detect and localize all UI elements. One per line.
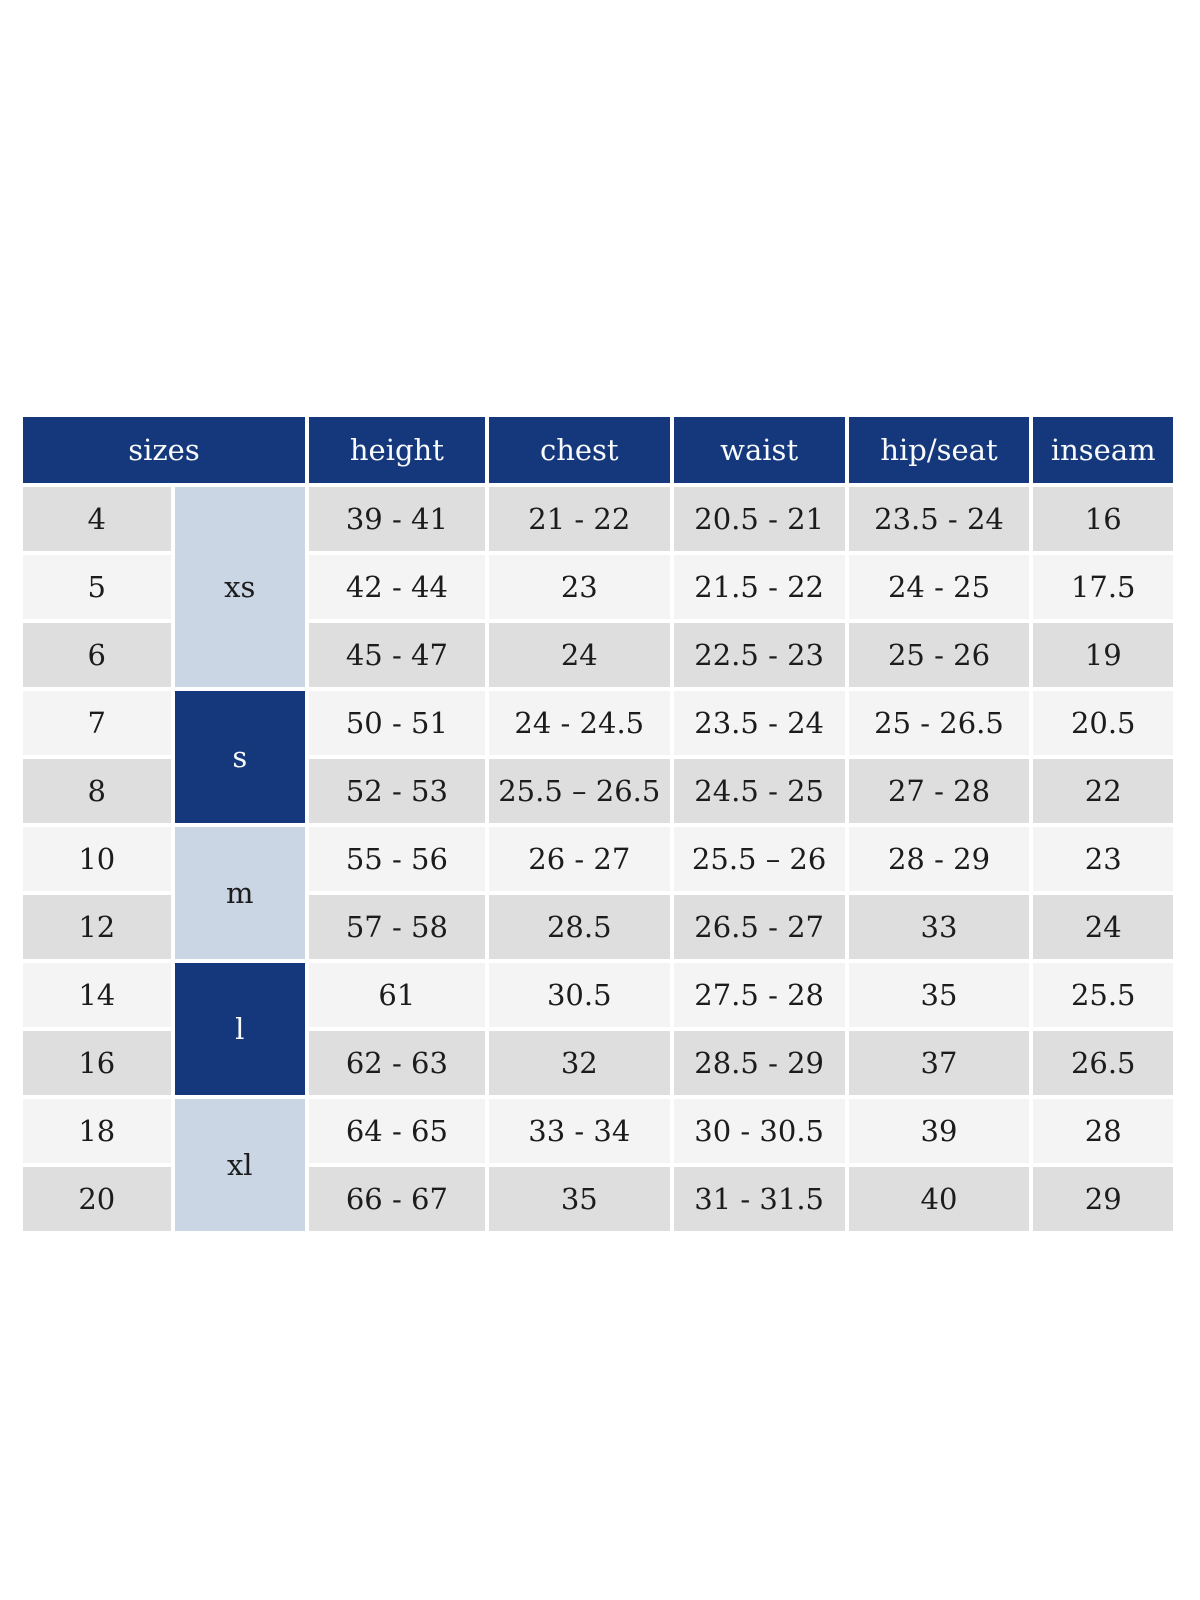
cell-hip-seat: 37 — [848, 1031, 1030, 1095]
cell-height: 45 - 47 — [308, 623, 485, 687]
cell-hip-seat: 28 - 29 — [848, 827, 1030, 891]
cell-height: 55 - 56 — [308, 827, 485, 891]
cell-chest: 32 — [488, 1031, 670, 1095]
cell-size: 8 — [23, 759, 171, 823]
cell-height: 66 - 67 — [308, 1167, 485, 1231]
cell-inseam: 22 — [1033, 759, 1173, 823]
table-row: 4 xs 39 - 41 21 - 22 20.5 - 21 23.5 - 24… — [23, 487, 1173, 687]
cell-waist: 21.5 - 22 — [673, 555, 845, 619]
cell-size: 18 — [23, 1099, 171, 1163]
cell-waist: 20.5 - 21 — [673, 487, 845, 551]
cell-chest: 25.5 – 26.5 — [488, 759, 670, 823]
table-row: 5 42 - 44 23 21.5 - 22 24 - 25 17.5 — [23, 555, 1173, 619]
column-header-sizes: sizes — [23, 417, 305, 483]
cell-size: 7 — [23, 691, 171, 755]
cell-height: 52 - 53 — [308, 759, 485, 823]
cell-size: 20 — [23, 1167, 171, 1231]
cell-inseam: 25.5 — [1033, 963, 1173, 1027]
table-row: 8 52 - 53 25.5 – 26.5 24.5 - 25 27 - 28 … — [23, 759, 1173, 823]
cell-size: 6 — [23, 623, 171, 687]
cell-inseam: 20.5 — [1033, 691, 1173, 755]
cell-chest: 21 - 22 — [488, 487, 670, 551]
header-row: sizes height chest waist hip/seat inseam — [23, 417, 1173, 483]
cell-inseam: 19 — [1033, 623, 1173, 687]
cell-size: 5 — [23, 555, 171, 619]
cell-size: 16 — [23, 1031, 171, 1095]
column-header-waist: waist — [673, 417, 845, 483]
cell-chest: 33 - 34 — [488, 1099, 670, 1163]
table-row: 14 l 61 30.5 27.5 - 28 35 25.5 — [23, 963, 1173, 1095]
cell-chest: 28.5 — [488, 895, 670, 959]
cell-height: 50 - 51 — [308, 691, 485, 755]
cell-height: 64 - 65 — [308, 1099, 485, 1163]
size-chart-table: sizes height chest waist hip/seat inseam… — [19, 413, 1177, 1235]
cell-size: 10 — [23, 827, 171, 891]
cell-height: 61 — [308, 963, 485, 1027]
table-row: 10 m 55 - 56 26 - 27 25.5 – 26 28 - 29 2… — [23, 827, 1173, 959]
cell-waist: 23.5 - 24 — [673, 691, 845, 755]
cell-hip-seat: 25 - 26.5 — [848, 691, 1030, 755]
table-row: 20 66 - 67 35 31 - 31.5 40 29 — [23, 1167, 1173, 1231]
cell-waist: 24.5 - 25 — [673, 759, 845, 823]
cell-height: 62 - 63 — [308, 1031, 485, 1095]
cell-hip-seat: 25 - 26 — [848, 623, 1030, 687]
cell-inseam: 24 — [1033, 895, 1173, 959]
table-row: 16 62 - 63 32 28.5 - 29 37 26.5 — [23, 1031, 1173, 1095]
cell-height: 39 - 41 — [308, 487, 485, 551]
cell-waist: 28.5 - 29 — [673, 1031, 845, 1095]
table-row: 7 s 50 - 51 24 - 24.5 23.5 - 24 25 - 26.… — [23, 691, 1173, 823]
group-cell-s: s — [174, 691, 305, 823]
cell-inseam: 17.5 — [1033, 555, 1173, 619]
cell-size: 14 — [23, 963, 171, 1027]
cell-hip-seat: 24 - 25 — [848, 555, 1030, 619]
cell-inseam: 23 — [1033, 827, 1173, 891]
table-row: 12 57 - 58 28.5 26.5 - 27 33 24 — [23, 895, 1173, 959]
cell-chest: 24 - 24.5 — [488, 691, 670, 755]
cell-chest: 35 — [488, 1167, 670, 1231]
table-row: 6 45 - 47 24 22.5 - 23 25 - 26 19 — [23, 623, 1173, 687]
cell-height: 42 - 44 — [308, 555, 485, 619]
group-cell-xs: xs — [174, 487, 305, 687]
column-header-inseam: inseam — [1033, 417, 1173, 483]
cell-size: 12 — [23, 895, 171, 959]
cell-height: 57 - 58 — [308, 895, 485, 959]
cell-chest: 26 - 27 — [488, 827, 670, 891]
cell-hip-seat: 33 — [848, 895, 1030, 959]
cell-inseam: 26.5 — [1033, 1031, 1173, 1095]
group-cell-m: m — [174, 827, 305, 959]
cell-waist: 22.5 - 23 — [673, 623, 845, 687]
cell-chest: 23 — [488, 555, 670, 619]
cell-waist: 27.5 - 28 — [673, 963, 845, 1027]
cell-waist: 31 - 31.5 — [673, 1167, 845, 1231]
cell-waist: 26.5 - 27 — [673, 895, 845, 959]
column-header-chest: chest — [488, 417, 670, 483]
table-row: 18 xl 64 - 65 33 - 34 30 - 30.5 39 28 — [23, 1099, 1173, 1231]
cell-inseam: 16 — [1033, 487, 1173, 551]
size-chart: sizes height chest waist hip/seat inseam… — [19, 413, 1177, 1235]
column-header-height: height — [308, 417, 485, 483]
cell-size: 4 — [23, 487, 171, 551]
cell-inseam: 28 — [1033, 1099, 1173, 1163]
cell-hip-seat: 39 — [848, 1099, 1030, 1163]
cell-waist: 30 - 30.5 — [673, 1099, 845, 1163]
column-header-hip-seat: hip/seat — [848, 417, 1030, 483]
cell-hip-seat: 40 — [848, 1167, 1030, 1231]
cell-hip-seat: 35 — [848, 963, 1030, 1027]
cell-chest: 24 — [488, 623, 670, 687]
group-cell-l: l — [174, 963, 305, 1095]
group-cell-xl: xl — [174, 1099, 305, 1231]
cell-hip-seat: 23.5 - 24 — [848, 487, 1030, 551]
cell-chest: 30.5 — [488, 963, 670, 1027]
cell-hip-seat: 27 - 28 — [848, 759, 1030, 823]
cell-waist: 25.5 – 26 — [673, 827, 845, 891]
cell-inseam: 29 — [1033, 1167, 1173, 1231]
